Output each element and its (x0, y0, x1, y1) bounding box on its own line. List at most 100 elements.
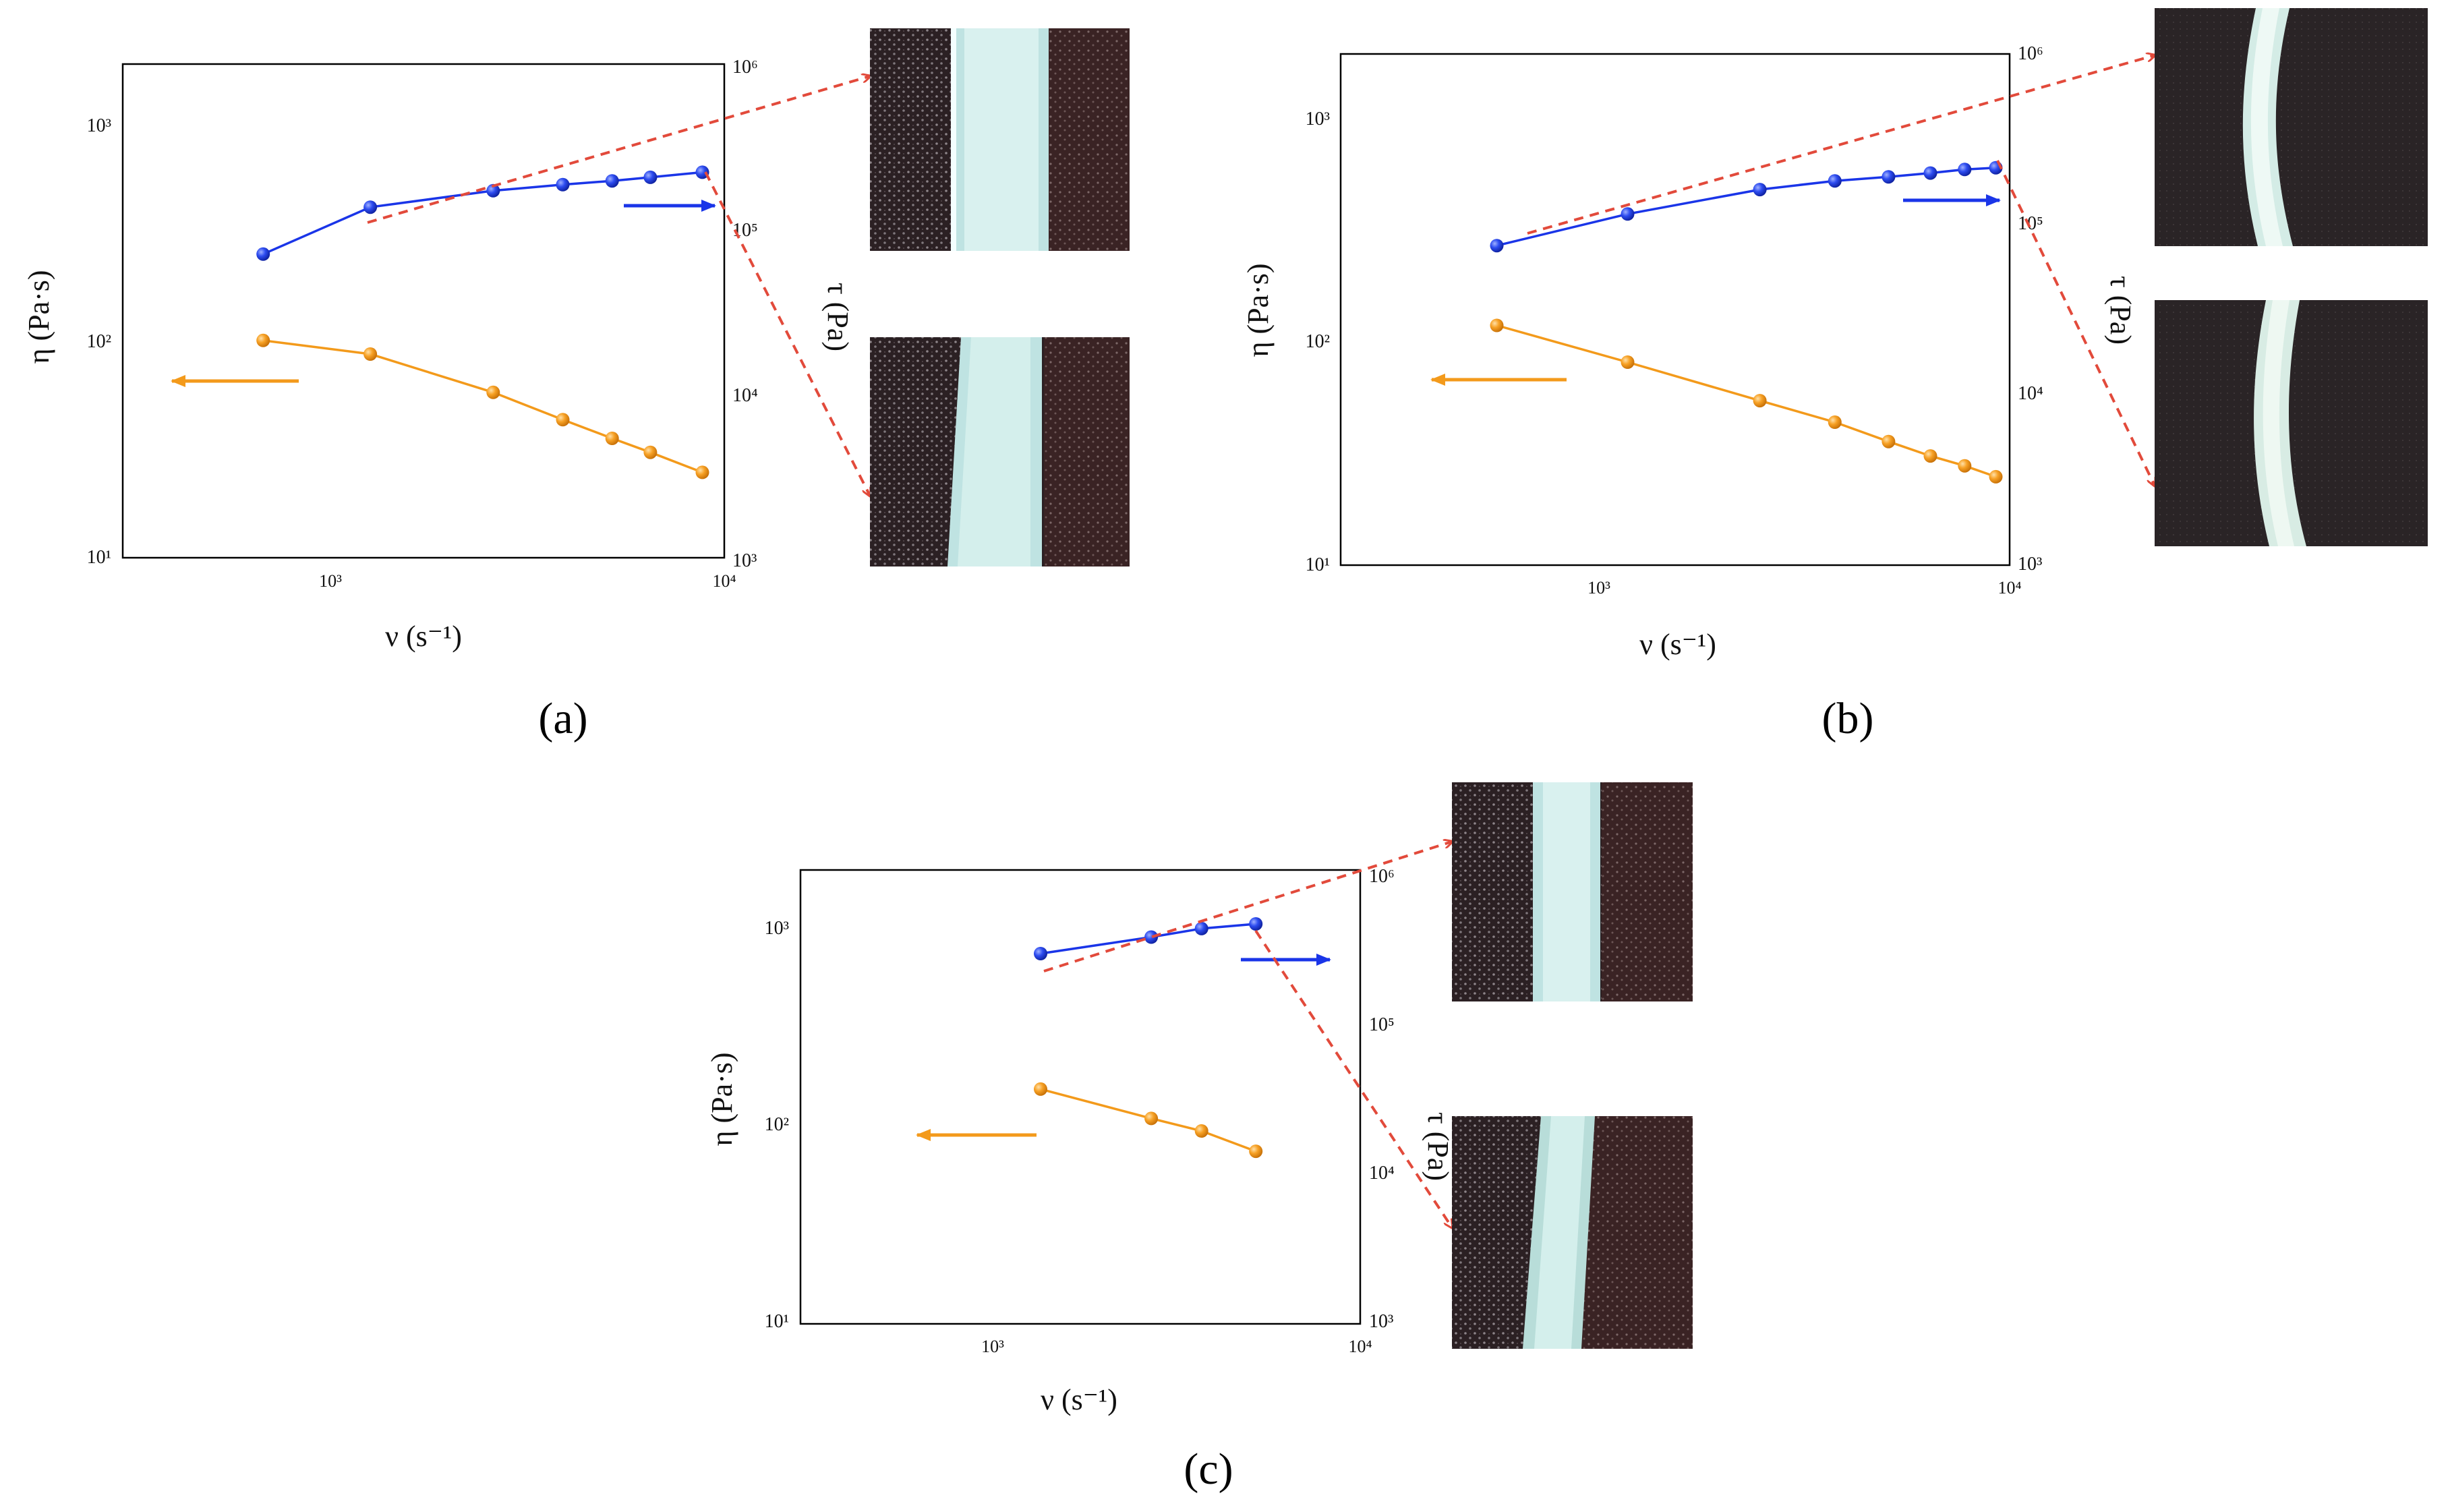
x-axis-label: ν (s⁻¹) (1041, 1383, 1117, 1416)
series-line-orange (1040, 1088, 1256, 1153)
data-point-blue (363, 200, 378, 214)
data-point-orange (1958, 459, 1972, 473)
data-point-orange (1882, 434, 1896, 448)
data-point-blue (1882, 170, 1896, 184)
y-tick-label: 10² (87, 331, 111, 352)
panel-label: (c) (1184, 1445, 1233, 1494)
panel-a: 10³ 10⁴ 10¹ 10² 10³ 10³ 10⁴ 10⁵ 10⁶ ν (s… (22, 28, 1130, 743)
x-tick-label: 10³ (981, 1337, 1004, 1356)
data-point-orange (1194, 1124, 1208, 1138)
data-point-blue (643, 170, 658, 184)
y-tick-label: 10³ (2018, 554, 2042, 575)
x-axis-label: ν (s⁻¹) (385, 620, 462, 653)
y-right-axis-label: τ (Pa) (821, 283, 854, 351)
data-point-orange (1621, 355, 1635, 369)
series-line-orange (262, 339, 703, 474)
x-ticks: 10³ 10⁴ (1587, 578, 2021, 598)
data-point-blue (256, 247, 270, 261)
series-line-blue (1040, 923, 1256, 955)
y-left-axis-label: η (Pa·s) (705, 1052, 738, 1146)
data-point-orange (486, 385, 500, 399)
data-point-orange (1753, 394, 1767, 408)
data-point-blue (1249, 917, 1263, 931)
data-point-blue (556, 177, 570, 192)
photo-extrudate-top (2155, 8, 2428, 246)
photo-extrudate-bottom (870, 337, 1130, 566)
data-point-blue (1194, 921, 1208, 935)
callout-arrow (704, 171, 870, 496)
photo-extrudate-top (1452, 782, 1693, 1001)
y-right-ticks: 10³ 10⁴ 10⁵ 10⁶ (1369, 866, 1395, 1332)
series-layer (256, 165, 709, 479)
y-tick-label: 10⁴ (732, 385, 758, 406)
photo-extrudate-bottom (2155, 300, 2428, 546)
data-point-orange (256, 333, 270, 347)
data-point-orange (1249, 1144, 1263, 1159)
callout-arrow (1043, 842, 1452, 972)
data-point-blue (1753, 183, 1767, 197)
x-axis-label: ν (s⁻¹) (1639, 628, 1716, 661)
y-tick-label: 10³ (1306, 109, 1330, 129)
data-point-orange (1828, 415, 1842, 429)
y-tick-label: 10² (765, 1114, 789, 1135)
data-point-blue (1828, 174, 1842, 188)
plot-frame (799, 869, 1362, 1325)
y-left-ticks: 10¹ 10² 10³ (87, 115, 111, 568)
y-tick-label: 10⁵ (1369, 1014, 1395, 1035)
y-left-ticks: 10¹ 10² 10³ (1306, 109, 1330, 575)
y-tick-label: 10⁶ (1369, 866, 1395, 887)
panel-label: (b) (1822, 694, 1874, 743)
data-point-orange (1490, 318, 1504, 332)
data-point-blue (1923, 166, 1937, 180)
callout-arrow (1996, 160, 2155, 486)
data-point-blue (695, 165, 709, 179)
data-point-orange (643, 445, 658, 459)
y-tick-label: 10¹ (1306, 554, 1330, 575)
x-tick-label: 10³ (319, 571, 342, 591)
callout-arrow (367, 76, 870, 224)
data-point-blue (486, 183, 500, 198)
plot-frame (1339, 53, 2011, 566)
callout-arrow (1254, 929, 1452, 1227)
data-point-orange (363, 347, 378, 361)
data-point-blue (1621, 207, 1635, 221)
data-point-blue (1958, 163, 1972, 177)
y-right-ticks: 10³ 10⁴ 10⁵ 10⁶ (732, 57, 758, 571)
series-line-blue (262, 171, 703, 256)
y-left-axis-label: η (Pa·s) (22, 270, 55, 364)
x-tick-label: 10³ (1587, 578, 1610, 598)
y-tick-label: 10⁴ (2018, 383, 2043, 404)
plot-frame (121, 63, 726, 559)
y-tick-label: 10³ (732, 550, 757, 571)
y-right-axis-label: τ (Pa) (2104, 276, 2137, 345)
y-tick-label: 10³ (1369, 1311, 1393, 1332)
panel-b: 10³ 10⁴ 10¹ 10² 10³ 10³ 10⁴ 10⁵ 10⁶ ν (s… (1242, 8, 2428, 743)
panel-c: 10³ 10⁴ 10¹ 10² 10³ 10³ 10⁴ 10⁵ 10⁶ ν (s… (705, 782, 1693, 1494)
data-point-orange (695, 465, 709, 479)
x-tick-label: 10⁴ (712, 571, 736, 591)
data-point-blue (1144, 930, 1159, 944)
y-tick-label: 10³ (87, 115, 111, 136)
x-ticks: 10³ 10⁴ (981, 1337, 1372, 1356)
y-tick-label: 10⁵ (2018, 213, 2043, 234)
y-tick-label: 10¹ (87, 547, 111, 568)
data-point-orange (1034, 1082, 1047, 1096)
x-tick-label: 10⁴ (1348, 1337, 1372, 1356)
series-line-blue (1496, 166, 1996, 247)
data-point-blue (1490, 239, 1504, 253)
panel-label: (a) (538, 694, 587, 743)
y-left-ticks: 10¹ 10² 10³ (765, 918, 789, 1332)
data-point-orange (605, 432, 619, 445)
data-point-blue (605, 174, 619, 188)
callout-arrow (1527, 55, 2155, 235)
data-point-orange (1144, 1111, 1159, 1126)
data-point-orange (1923, 449, 1937, 463)
photo-extrudate-top (870, 28, 1130, 251)
y-tick-label: 10⁴ (1369, 1163, 1395, 1184)
data-point-blue (1034, 947, 1047, 960)
series-layer (1490, 161, 2003, 484)
x-ticks: 10³ 10⁴ (319, 571, 736, 591)
y-tick-label: 10⁶ (732, 57, 758, 78)
series-layer (1034, 917, 1263, 1159)
